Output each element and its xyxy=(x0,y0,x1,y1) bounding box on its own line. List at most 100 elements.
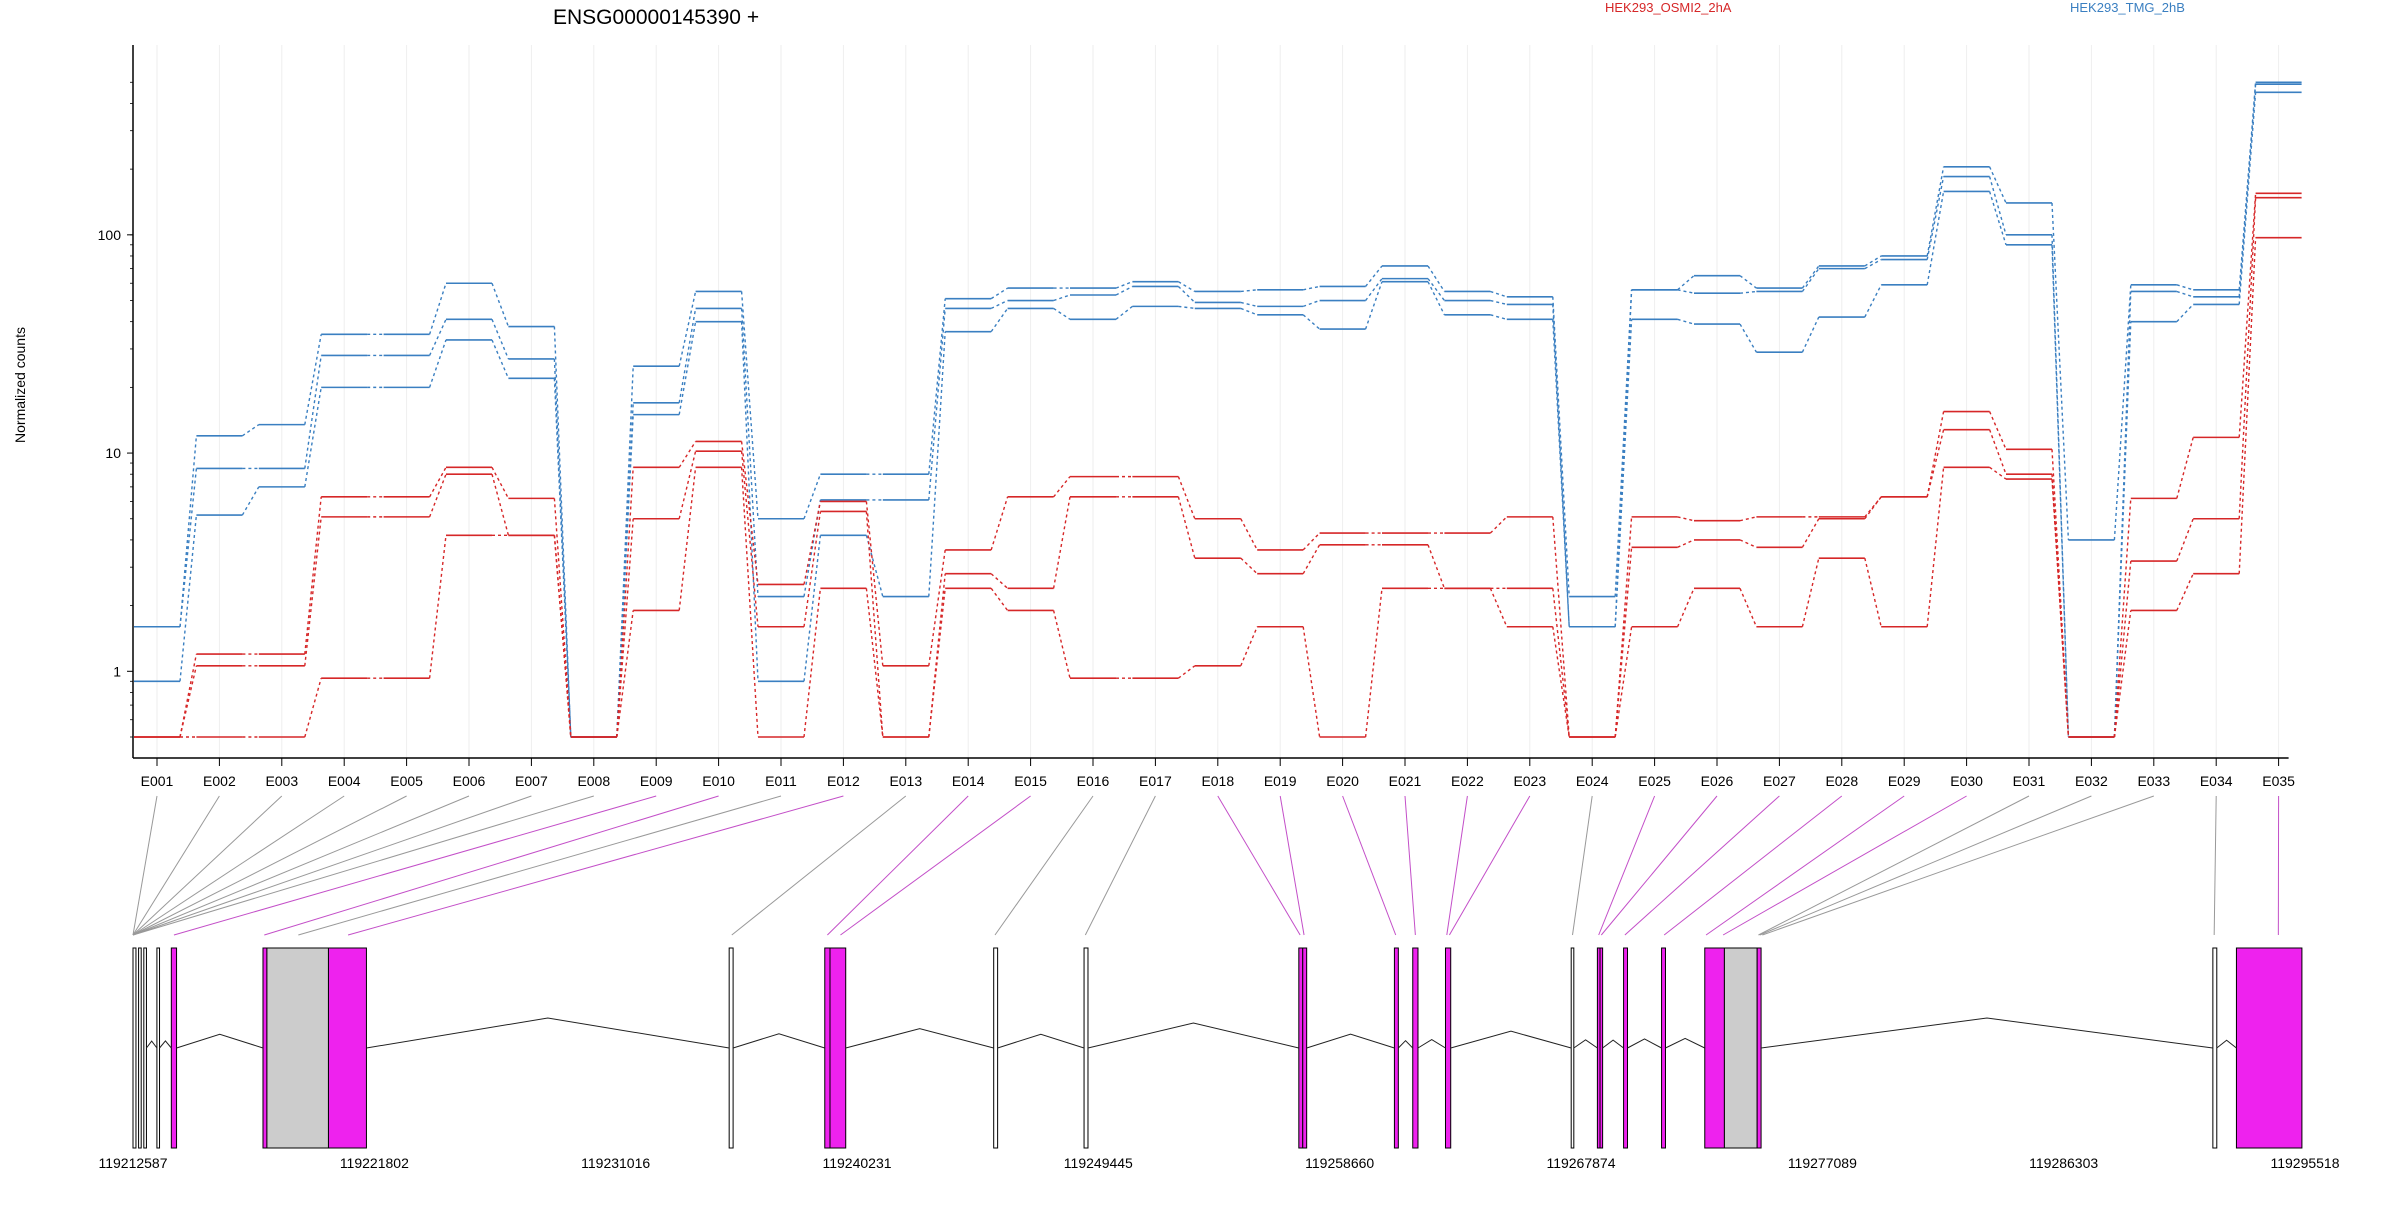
series-connector xyxy=(1303,533,1319,550)
x-tick-label-e010: E010 xyxy=(702,773,735,789)
chart-title: ENSG00000145390 + xyxy=(553,6,759,29)
intron-line-17 xyxy=(1418,1040,1446,1048)
series-connector xyxy=(1303,286,1319,289)
series-connector xyxy=(1927,191,1943,284)
series-connector xyxy=(1178,666,1194,678)
series-connector xyxy=(1241,308,1257,314)
series-connector xyxy=(2177,519,2193,561)
x-tick-label-e018: E018 xyxy=(1201,773,1234,789)
intron-line-23 xyxy=(1665,1038,1704,1048)
series-connector xyxy=(1490,588,1506,626)
connector-e008 xyxy=(133,796,594,935)
series-connector xyxy=(2239,193,2255,437)
series-connector xyxy=(1428,279,1444,301)
connector-e029 xyxy=(1706,796,1904,935)
series-connector xyxy=(679,308,695,402)
y-tick-label-1: 1 xyxy=(113,663,121,679)
x-tick-label-e024: E024 xyxy=(1576,773,1609,789)
connector-e022 xyxy=(1447,796,1468,935)
series-connector xyxy=(1428,545,1444,589)
series-connector xyxy=(492,474,508,535)
series-connector xyxy=(1802,519,1818,548)
series-connector xyxy=(1303,627,1319,737)
exon-box-5 xyxy=(171,948,176,1148)
series-connector xyxy=(430,319,446,355)
x-tick-label-e001: E001 xyxy=(141,773,174,789)
x-tick-label-e022: E022 xyxy=(1451,773,1484,789)
series-connector xyxy=(1241,558,1257,574)
series-connector xyxy=(1178,286,1194,302)
x-tick-label-e027: E027 xyxy=(1763,773,1796,789)
genomic-tick-label-9: 119295518 xyxy=(2270,1155,2339,1171)
series-connector xyxy=(2177,291,2193,296)
x-tick-label-e032: E032 xyxy=(2075,773,2108,789)
exon-box-10 xyxy=(825,948,830,1148)
series-connector xyxy=(305,517,321,666)
intron-line-5 xyxy=(177,1034,263,1048)
series-connector xyxy=(1802,269,1818,292)
series-connector xyxy=(991,588,1007,610)
series-connector xyxy=(180,436,196,627)
x-tick-label-e031: E031 xyxy=(2013,773,2046,789)
series-connector xyxy=(679,322,695,415)
series-connector xyxy=(742,291,758,518)
genomic-tick-label-1: 119221802 xyxy=(340,1155,409,1171)
connector-e025 xyxy=(1599,796,1655,935)
series-connector xyxy=(2114,610,2130,737)
genomic-tick-label-3: 119240231 xyxy=(822,1155,891,1171)
series-connector xyxy=(180,666,196,737)
series-connector xyxy=(305,334,321,424)
series-connector xyxy=(1366,266,1382,286)
x-tick-label-e017: E017 xyxy=(1139,773,1172,789)
x-tick-label-e023: E023 xyxy=(1513,773,1546,789)
exon-box-25 xyxy=(1724,948,1757,1148)
x-tick-label-e029: E029 xyxy=(1888,773,1921,789)
connector-e017 xyxy=(1085,796,1155,935)
series-connector xyxy=(866,588,882,737)
series-connector xyxy=(1678,319,1694,324)
x-tick-label-e035: E035 xyxy=(2262,773,2295,789)
x-tick-label-e021: E021 xyxy=(1389,773,1422,789)
connector-e005 xyxy=(133,796,407,935)
connector-e018 xyxy=(1218,796,1300,935)
series-connector xyxy=(492,319,508,359)
series-connector xyxy=(1615,627,1631,737)
x-tick-label-e011: E011 xyxy=(765,773,797,789)
series-connector xyxy=(929,308,945,499)
x-tick-label-e005: E005 xyxy=(390,773,423,789)
connector-e003 xyxy=(133,796,282,935)
series-connector xyxy=(1990,430,2006,475)
series-connector xyxy=(492,283,508,326)
x-tick-label-e033: E033 xyxy=(2137,773,2170,789)
series-connector xyxy=(1054,610,1070,678)
x-tick-label-e014: E014 xyxy=(952,773,985,789)
x-tick-label-e034: E034 xyxy=(2200,773,2233,789)
connector-e012 xyxy=(348,796,843,935)
connector-e031 xyxy=(1758,796,2029,935)
genomic-tick-label-2: 119231016 xyxy=(581,1155,650,1171)
series-connector xyxy=(492,340,508,378)
exon-box-1 xyxy=(133,948,136,1148)
series-connector xyxy=(1178,282,1194,292)
series-connector xyxy=(742,441,758,584)
series-connector xyxy=(1490,301,1506,305)
series-connector xyxy=(180,515,196,681)
connector-e027 xyxy=(1625,796,1780,935)
series-connector xyxy=(1490,517,1506,533)
grid-lines xyxy=(157,45,2279,758)
exon-box-3 xyxy=(144,948,147,1148)
exon-box-8 xyxy=(328,948,366,1148)
series-connector xyxy=(1678,540,1694,547)
exon-box-16 xyxy=(1394,948,1398,1148)
connector-e016 xyxy=(995,796,1093,935)
connector-e033 xyxy=(1762,796,2153,935)
genomic-tick-label-4: 119249445 xyxy=(1064,1155,1133,1171)
series-connector xyxy=(1490,291,1506,296)
series-connector xyxy=(679,441,695,467)
connector-e006 xyxy=(133,796,469,935)
connector-e034 xyxy=(2214,796,2216,935)
series-connector xyxy=(1241,519,1257,550)
series-connector xyxy=(1303,301,1319,307)
